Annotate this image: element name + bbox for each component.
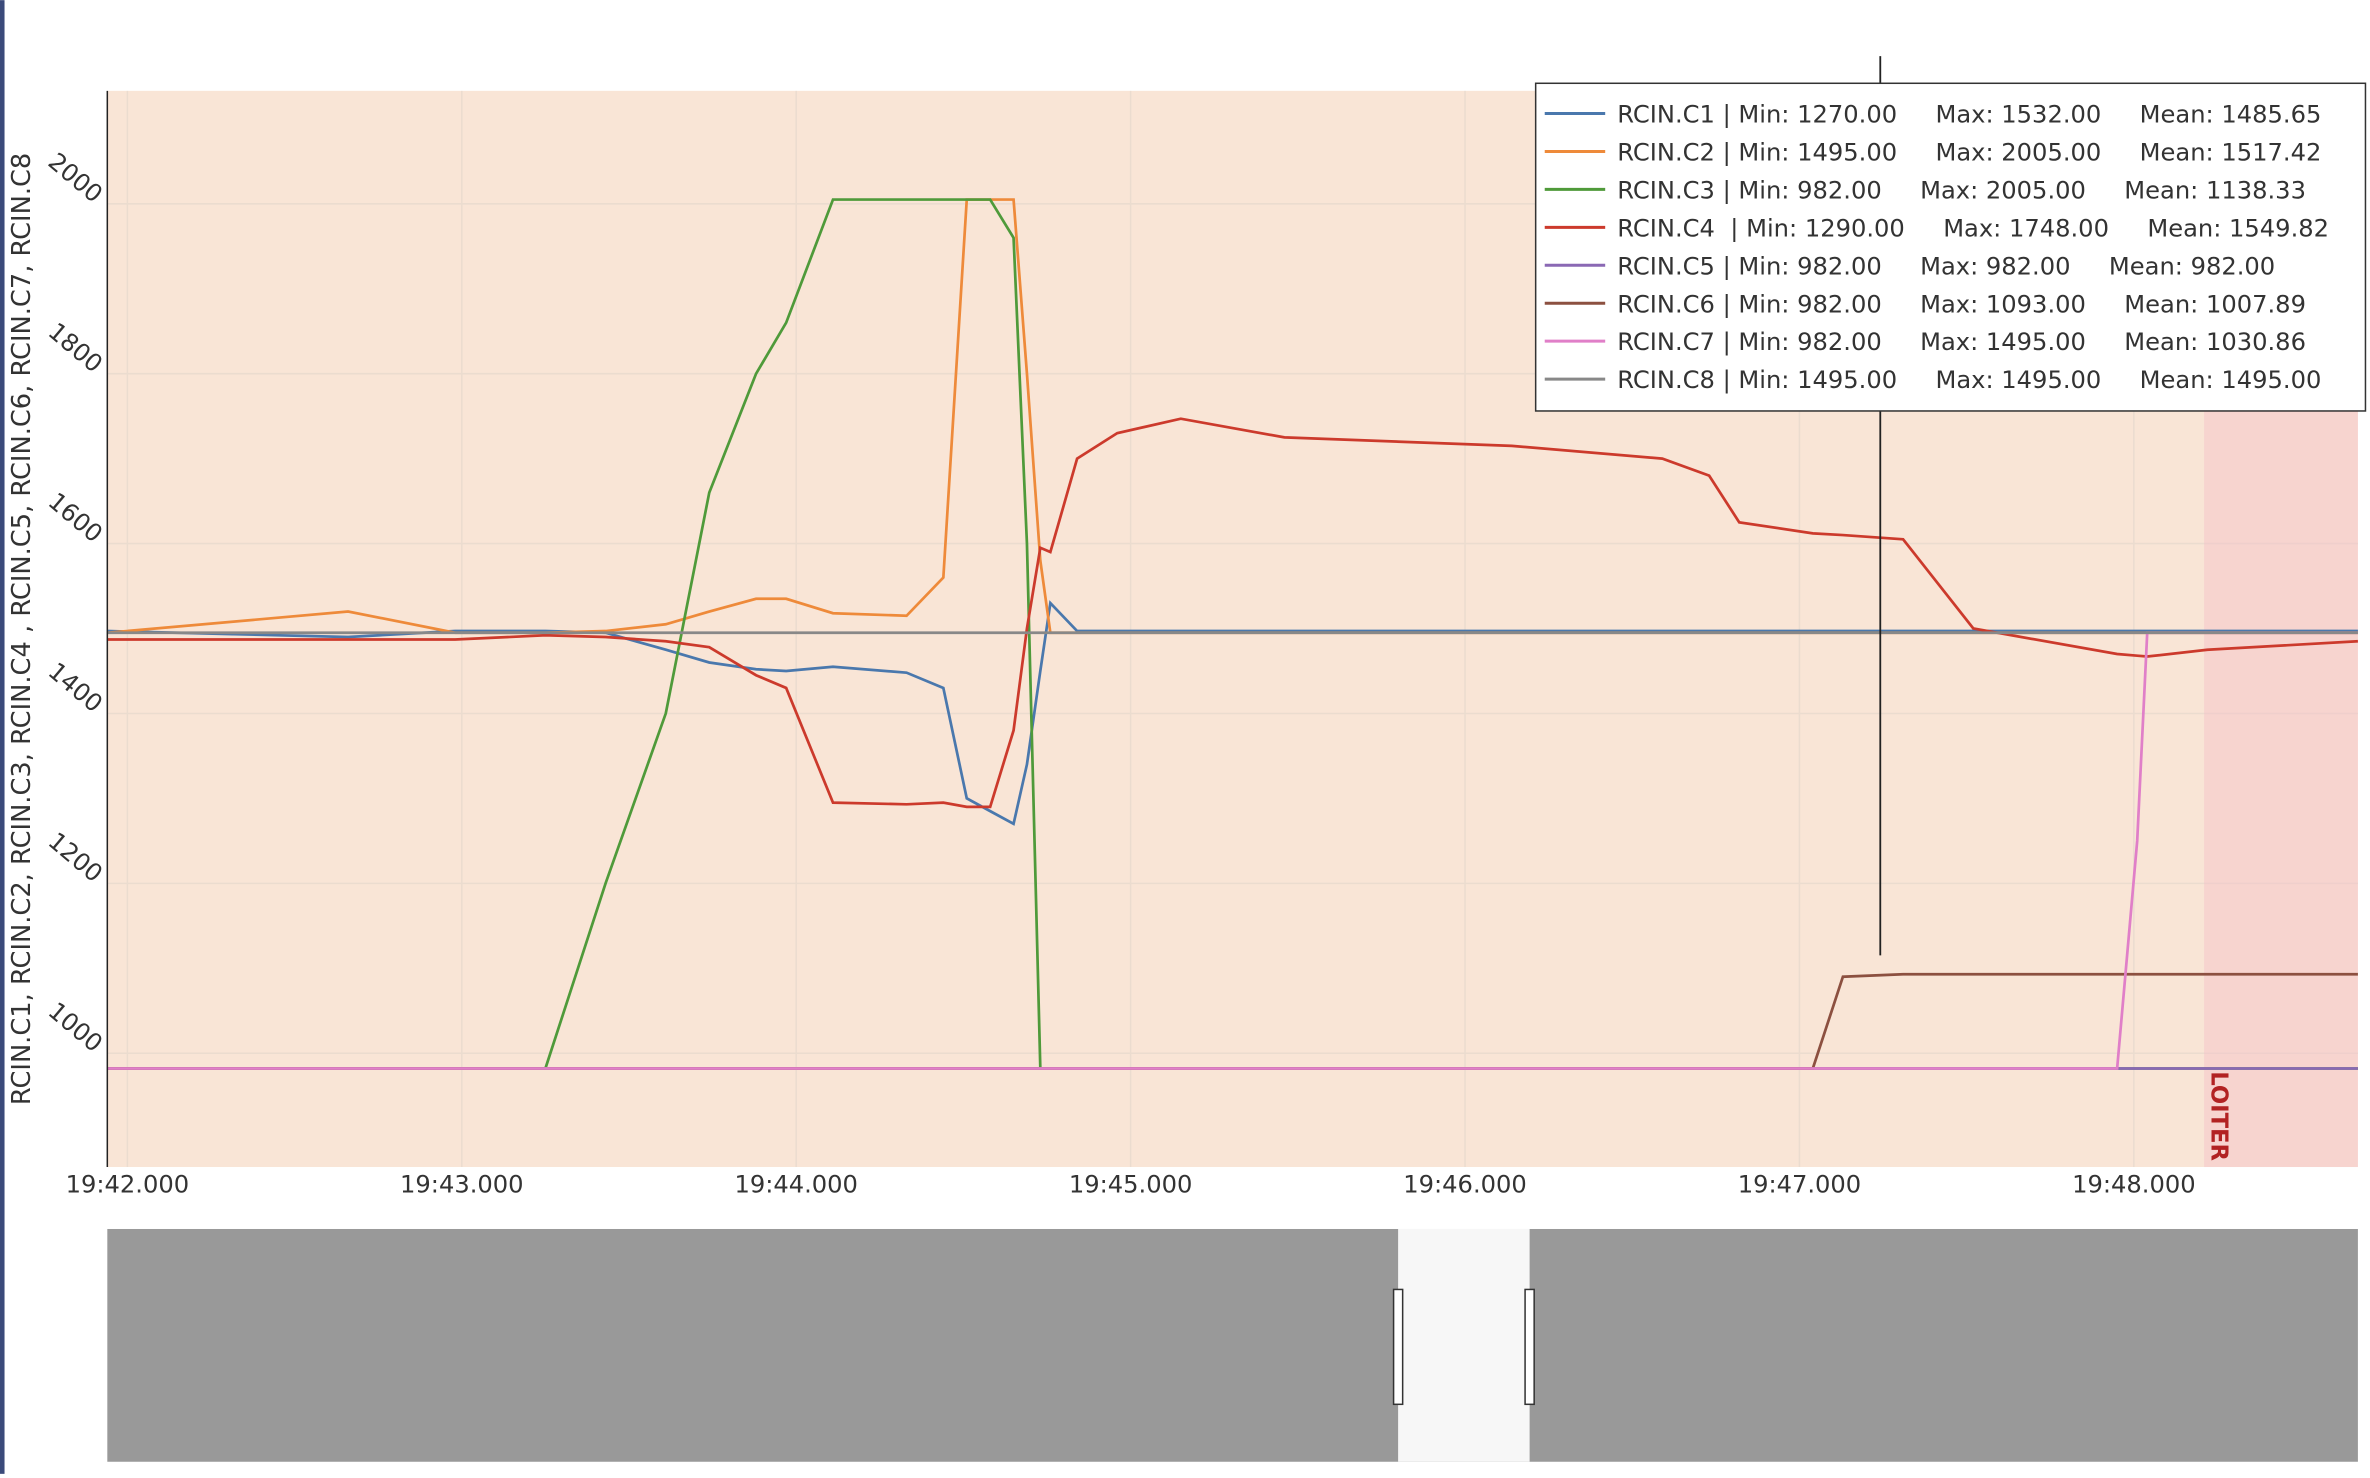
- legend-label: RCIN.C4 | Min: 1290.00 Max: 1748.00 Mean…: [1617, 214, 2329, 242]
- legend-label: RCIN.C7 | Min: 982.00 Max: 1495.00 Mean:…: [1617, 328, 2306, 356]
- series-line: [107, 631, 2358, 1070]
- x-tick-label: 19:48.000: [2072, 1171, 2195, 1199]
- legend-label: RCIN.C2 | Min: 1495.00 Max: 2005.00 Mean…: [1617, 139, 2321, 167]
- range-slider: [107, 1228, 2358, 1462]
- mode-label: LOITER: [2206, 1071, 2232, 1161]
- y-tick-label: 1400: [43, 657, 108, 718]
- x-tick-label: 19:43.000: [400, 1171, 523, 1199]
- legend-label: RCIN.C5 | Min: 982.00 Max: 982.00 Mean: …: [1617, 252, 2275, 280]
- x-tick-label: 19:45.000: [1069, 1171, 1192, 1199]
- range-slider-handle[interactable]: [1524, 1288, 1535, 1406]
- legend-label: RCIN.C1 | Min: 1270.00 Max: 1532.00 Mean…: [1617, 101, 2321, 129]
- range-slider-handle[interactable]: [1392, 1288, 1404, 1406]
- y-tick-label: 1800: [43, 317, 108, 378]
- y-tick-label: 2000: [43, 147, 108, 208]
- legend-label: RCIN.C6 | Min: 982.00 Max: 1093.00 Mean:…: [1617, 290, 2306, 318]
- series-line: [107, 600, 2358, 826]
- range-slider-window[interactable]: [1398, 1228, 1530, 1462]
- series-line: [107, 417, 2358, 809]
- legend-box: [1534, 82, 2367, 412]
- y-tick-label: 1200: [43, 827, 108, 888]
- x-tick-label: 19:46.000: [1403, 1171, 1526, 1199]
- legend-label: RCIN.C8 | Min: 1495.00 Max: 1495.00 Mean…: [1617, 366, 2321, 394]
- legend-label: RCIN.C3 | Min: 982.00 Max: 2005.00 Mean:…: [1617, 176, 2306, 204]
- window-edge: [0, 0, 5, 1474]
- range-slider-mask: [107, 1228, 2358, 1462]
- y-tick-label: 1600: [43, 487, 108, 548]
- x-tick-label: 19:47.000: [1738, 1171, 1861, 1199]
- x-tick-label: 19:44.000: [734, 1171, 857, 1199]
- y-tick-label: 1000: [43, 997, 108, 1058]
- x-tick-label: 19:42.000: [66, 1171, 189, 1199]
- y-axis-title: RCIN.C1, RCIN.C2, RCIN.C3, RCIN.C4 , RCI…: [7, 153, 37, 1105]
